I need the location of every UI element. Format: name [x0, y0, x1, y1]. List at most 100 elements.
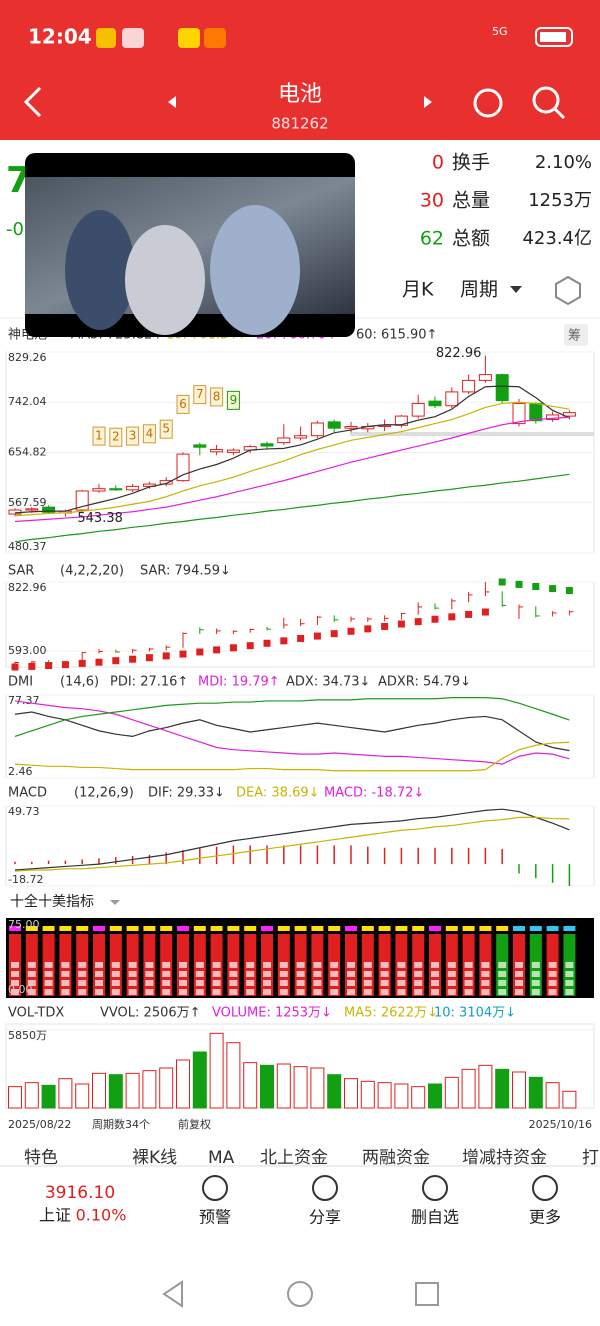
tab[interactable]: 周期: [460, 279, 498, 301]
sqsm-cap: [42, 926, 55, 931]
volume-bar: [327, 1074, 342, 1109]
sqsm-cell: [363, 962, 372, 968]
sqsm-cell: [229, 971, 238, 977]
legend: VOLUME: 1253万↓: [212, 1006, 332, 1021]
search-icon[interactable]: [532, 86, 560, 114]
legend: ADXR: 54.79↓: [378, 675, 471, 690]
sar-dot: [45, 661, 53, 669]
sqsm-cell: [347, 971, 355, 977]
sqsm-cell: [111, 989, 120, 995]
sqsm-cell: [95, 989, 103, 995]
td-count: 3: [129, 429, 137, 443]
candle-body: [310, 422, 324, 437]
candle-body: [562, 412, 576, 417]
sqsm-cell: [531, 971, 540, 977]
sqsm-cell: [229, 980, 238, 986]
volume-bar: [495, 1068, 510, 1109]
strip-tab[interactable]: MA: [208, 1148, 235, 1168]
sys-recent[interactable]: [415, 1282, 439, 1306]
nav-item[interactable]: 删自选: [411, 1208, 459, 1227]
sqsm-cell: [447, 962, 456, 968]
dmi-line: [14, 697, 570, 737]
sqsm-cell: [447, 980, 456, 986]
sqsm-cell: [279, 962, 288, 968]
index-value: 3916.10: [45, 1183, 115, 1203]
sqsm-cell: [347, 980, 355, 986]
volume-bar: [444, 1076, 459, 1109]
strip-tab[interactable]: 裸K线: [132, 1148, 177, 1168]
sqsm-cell: [531, 980, 540, 986]
tab[interactable]: 月K: [402, 279, 434, 301]
sar-dot: [263, 639, 271, 647]
sqsm-cell: [464, 962, 473, 968]
sqsm-cell: [464, 980, 473, 986]
td-count: 4: [146, 426, 154, 440]
sqsm-cell: [380, 989, 389, 995]
y-tick-label: 742.04: [8, 395, 47, 408]
battery-level: [540, 32, 566, 42]
sqsm-cap: [109, 926, 122, 931]
td-count: 8: [213, 389, 221, 403]
y-tick-label: 593.00: [8, 644, 47, 657]
td-box: [176, 394, 190, 414]
sqsm-cell: [548, 980, 557, 986]
sqsm-cell: [212, 971, 221, 977]
sqsm-cell: [380, 962, 389, 968]
candle-body: [428, 400, 442, 407]
high-label: 822.96: [436, 346, 482, 361]
sqsm-cell: [347, 962, 355, 968]
td-count: 7: [196, 387, 204, 401]
strip-tab[interactable]: 北上资金: [260, 1148, 328, 1168]
sqsm-cap: [412, 926, 425, 931]
sqsm-cell: [27, 989, 36, 995]
settings-icon[interactable]: [555, 275, 581, 306]
sqsm-cell: [61, 989, 70, 995]
ma-line: [14, 473, 570, 543]
legend: MACD: -18.72↓: [324, 786, 424, 801]
volume-bar: [209, 1032, 224, 1109]
nav-item[interactable]: 分享: [309, 1208, 341, 1227]
nav-item[interactable]: 预警: [199, 1208, 231, 1227]
dropdown: [110, 900, 120, 905]
sqsm-cell: [11, 980, 19, 986]
dmi-line: [14, 700, 570, 765]
battery: [535, 27, 573, 47]
sqsm-cell: [78, 971, 87, 977]
strip-tab[interactable]: 两融资金: [362, 1148, 430, 1168]
ma-line: [14, 416, 570, 523]
sys-home[interactable]: [287, 1281, 313, 1307]
sar-dot: [213, 646, 221, 654]
sys-back[interactable]: [162, 1280, 183, 1308]
sqsm-tick: 75.00: [8, 918, 40, 931]
charts: 神电池MA5: 725.82↑10: 701.34↑20: 706.79↑60:…: [5, 324, 595, 1131]
back-button[interactable]: [23, 86, 42, 118]
sqsm-cap: [227, 926, 240, 931]
td-box: [159, 419, 173, 439]
sqsm-cell: [498, 962, 507, 968]
sqsm-cell: [145, 989, 154, 995]
td-count: 5: [162, 422, 170, 436]
robot-icon[interactable]: [473, 88, 503, 118]
nav-item[interactable]: 更多: [529, 1208, 561, 1227]
sqsm-cell: [179, 962, 187, 968]
sqsm-cell: [565, 962, 574, 968]
y-tick-label: 567.59: [8, 496, 47, 509]
search-icon: [553, 107, 566, 120]
sqsm-cell: [212, 980, 221, 986]
strip-tab[interactable]: 打: [582, 1148, 599, 1168]
strip-tab[interactable]: 特色: [24, 1148, 58, 1168]
footer-label: 2025/10/16: [529, 1118, 592, 1131]
time: 12:04: [28, 25, 92, 49]
strip-tab[interactable]: 增减持资金: [462, 1148, 547, 1168]
sqsm-cell: [128, 971, 137, 977]
sqsm-cell: [397, 971, 406, 977]
legend: DIF: 29.33↓: [148, 786, 225, 801]
sqsm-cell: [279, 980, 288, 986]
sqsm-cell: [78, 980, 87, 986]
sqsm-cap: [429, 926, 441, 931]
sqsm-cell: [481, 980, 490, 986]
sqsm-cell: [195, 971, 204, 977]
legend: PDI: 27.16↑: [110, 675, 188, 690]
sqsm-cell: [11, 962, 19, 968]
sqsm-cell: [179, 971, 187, 977]
